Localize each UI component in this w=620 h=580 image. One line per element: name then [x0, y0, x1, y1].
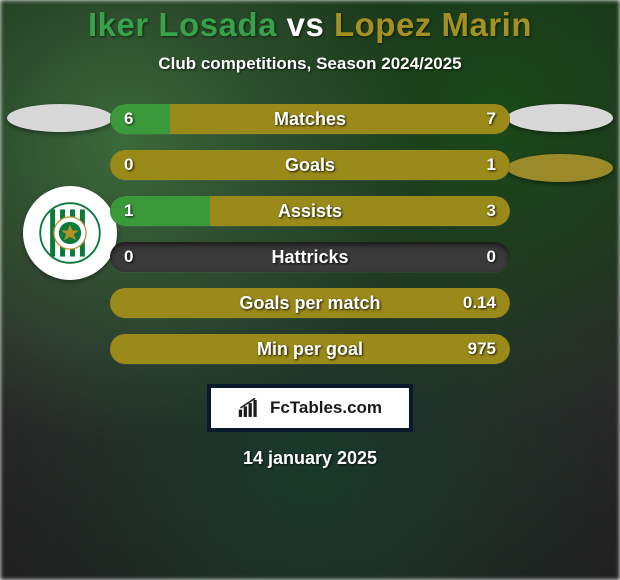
- infographic: Iker Losada vs Lopez Marin Club competit…: [0, 0, 620, 580]
- stat-label: Min per goal: [110, 334, 510, 364]
- stat-label: Matches: [110, 104, 510, 134]
- brand-text: FcTables.com: [270, 398, 382, 418]
- stat-row: 00Hattricks: [110, 242, 510, 272]
- stat-row: 0.14Goals per match: [110, 288, 510, 318]
- brand-badge: FcTables.com: [207, 384, 413, 432]
- stat-label: Goals per match: [110, 288, 510, 318]
- stat-label: Goals: [110, 150, 510, 180]
- stat-row: 975Min per goal: [110, 334, 510, 364]
- title-vs: vs: [287, 6, 325, 43]
- stat-bars: 67Matches 01Goals 13Assists 00Hattricks 0.14…: [110, 104, 510, 380]
- subtitle: Club competitions, Season 2024/2025: [0, 54, 620, 74]
- player1-top-oval: [7, 104, 113, 132]
- player1-club-badge: [23, 186, 117, 280]
- betis-crest-icon: [39, 202, 101, 264]
- stat-label: Hattricks: [110, 242, 510, 272]
- date-text: 14 january 2025: [0, 448, 620, 469]
- player2-top-oval: [507, 104, 613, 132]
- stat-row: 01Goals: [110, 150, 510, 180]
- title-player2: Lopez Marin: [334, 6, 532, 43]
- stat-label: Assists: [110, 196, 510, 226]
- title-player1: Iker Losada: [88, 6, 277, 43]
- fctables-logo-icon: [238, 398, 264, 418]
- stat-row: 67Matches: [110, 104, 510, 134]
- player2-second-oval: [507, 154, 613, 182]
- page-title: Iker Losada vs Lopez Marin: [0, 0, 620, 44]
- stat-row: 13Assists: [110, 196, 510, 226]
